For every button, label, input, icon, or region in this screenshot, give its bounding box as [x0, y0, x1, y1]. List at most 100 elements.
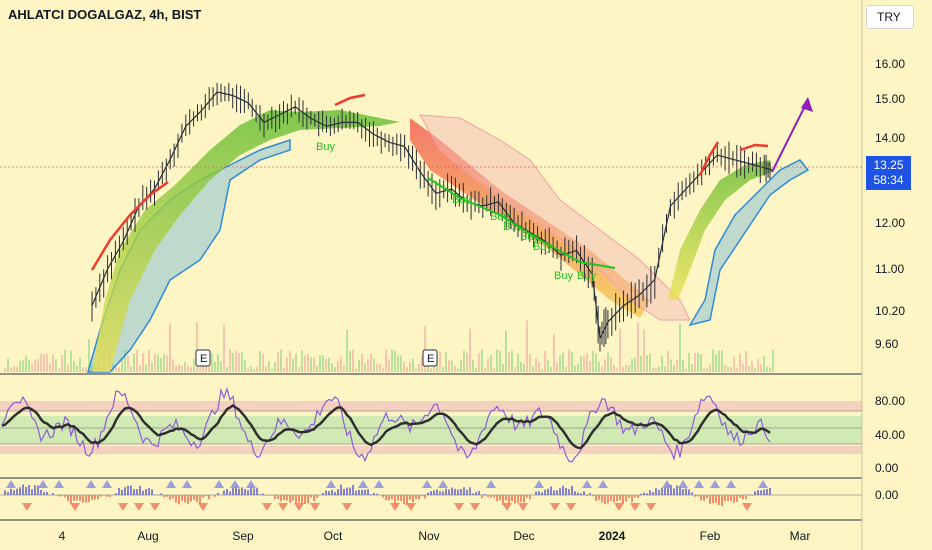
volume-bar: [529, 354, 531, 372]
volume-bar: [745, 350, 747, 372]
volume-bar: [145, 364, 147, 372]
histogram-bar: [394, 495, 396, 505]
histogram-bar: [595, 495, 597, 501]
volume-bar: [40, 353, 42, 372]
volume-bar: [319, 354, 321, 372]
volume-bar: [406, 367, 408, 372]
histogram-bar: [136, 489, 138, 495]
volume-bar: [232, 353, 234, 372]
histogram-bar: [88, 495, 90, 502]
histogram-bar: [349, 487, 351, 495]
volume-bar: [169, 323, 171, 372]
histogram-bar: [43, 492, 45, 495]
volume-bar: [460, 359, 462, 372]
volume-bar: [586, 353, 588, 372]
histogram-bar: [52, 493, 54, 495]
volume-bar: [421, 355, 423, 372]
osc-band-mid: [0, 416, 862, 444]
volume-bar: [331, 363, 333, 372]
histogram-bar: [19, 487, 21, 495]
volume-bar: [394, 350, 396, 372]
volume-bar: [262, 353, 264, 372]
volume-bar: [463, 350, 465, 372]
histogram-bar: [205, 495, 207, 497]
volume-bar: [661, 355, 663, 372]
volume-bar: [415, 368, 417, 372]
histogram-bar: [301, 495, 303, 505]
histogram-bar: [703, 495, 705, 501]
volume-bar: [61, 355, 63, 372]
histogram-bar: [745, 495, 747, 500]
histogram-bar: [658, 489, 660, 495]
volume-bar: [691, 364, 693, 372]
signal-down-triangle: [118, 503, 128, 511]
histogram-bar: [61, 495, 63, 497]
histogram-bar: [373, 493, 375, 495]
histogram-bar: [121, 489, 123, 495]
volume-bar: [391, 349, 393, 372]
histogram-bar: [571, 485, 573, 495]
signal-up-triangle: [38, 480, 48, 488]
histogram-bar: [661, 488, 663, 495]
volume-bar: [577, 363, 579, 372]
histogram-bar: [346, 487, 348, 495]
histogram-bar: [409, 495, 411, 500]
histogram-bar: [385, 495, 387, 501]
volume-bar: [703, 368, 705, 372]
signal-up-triangle: [662, 480, 672, 488]
currency-selector[interactable]: TRY: [866, 5, 914, 29]
histogram-bar: [106, 495, 108, 497]
histogram-bar: [676, 485, 678, 495]
y-tick-label: 16.00: [875, 57, 905, 71]
histogram-bar: [694, 495, 696, 497]
histogram-bar: [319, 495, 321, 496]
histogram-bar: [424, 495, 426, 499]
projection-arrowhead: [801, 97, 813, 112]
histogram-bar: [622, 495, 624, 505]
earnings-marker[interactable]: E: [422, 349, 438, 367]
volume-bar: [115, 366, 117, 372]
histogram-bar: [541, 492, 543, 495]
buy-label: Buy: [520, 231, 539, 243]
histogram-bar: [511, 495, 513, 502]
signal-down-triangle: [150, 503, 160, 511]
volume-bar: [88, 338, 90, 372]
volume-bar: [673, 365, 675, 372]
signal-up-triangle: [102, 480, 112, 488]
histogram-bar: [160, 493, 162, 495]
signal-down-triangle: [134, 503, 144, 511]
volume-bar: [325, 358, 327, 372]
earnings-marker[interactable]: E: [195, 349, 211, 367]
y-axis[interactable]: 16.00 15.00 14.00 12.00 11.00 10.20 9.60 80.00 4…: [875, 57, 905, 502]
signal-down-triangle: [342, 503, 352, 511]
histogram-bar: [85, 495, 87, 503]
svg-text:E: E: [200, 353, 207, 365]
volume-bar: [22, 359, 24, 372]
histogram-bar: [529, 495, 531, 500]
volume-bars: [4, 320, 774, 372]
volume-bar: [496, 349, 498, 372]
volume-bar: [43, 354, 45, 372]
histogram-bar: [97, 495, 99, 500]
histogram-bar: [199, 495, 201, 504]
x-axis[interactable]: 4 Aug Sep Oct Nov Dec 2024 Feb Mar: [59, 529, 811, 543]
histogram-bar: [460, 489, 462, 495]
histogram-bar: [760, 490, 762, 495]
volume-bar: [538, 361, 540, 372]
osc-band-bottom: [0, 446, 862, 454]
volume-bar: [613, 365, 615, 372]
histogram-bar: [124, 487, 126, 495]
pane-separators: [0, 0, 863, 550]
trend-up-segment-2: [334, 93, 366, 107]
histogram-bar: [172, 495, 174, 499]
volume-bar: [130, 366, 132, 372]
histogram-bar: [355, 490, 357, 495]
signal-down-triangle: [390, 503, 400, 511]
histogram-bar: [601, 495, 603, 503]
histogram-bar: [700, 495, 702, 501]
volume-bar: [79, 357, 81, 372]
histogram-bar: [244, 489, 246, 495]
volume-bar: [766, 366, 768, 372]
histogram-bar: [292, 495, 294, 501]
